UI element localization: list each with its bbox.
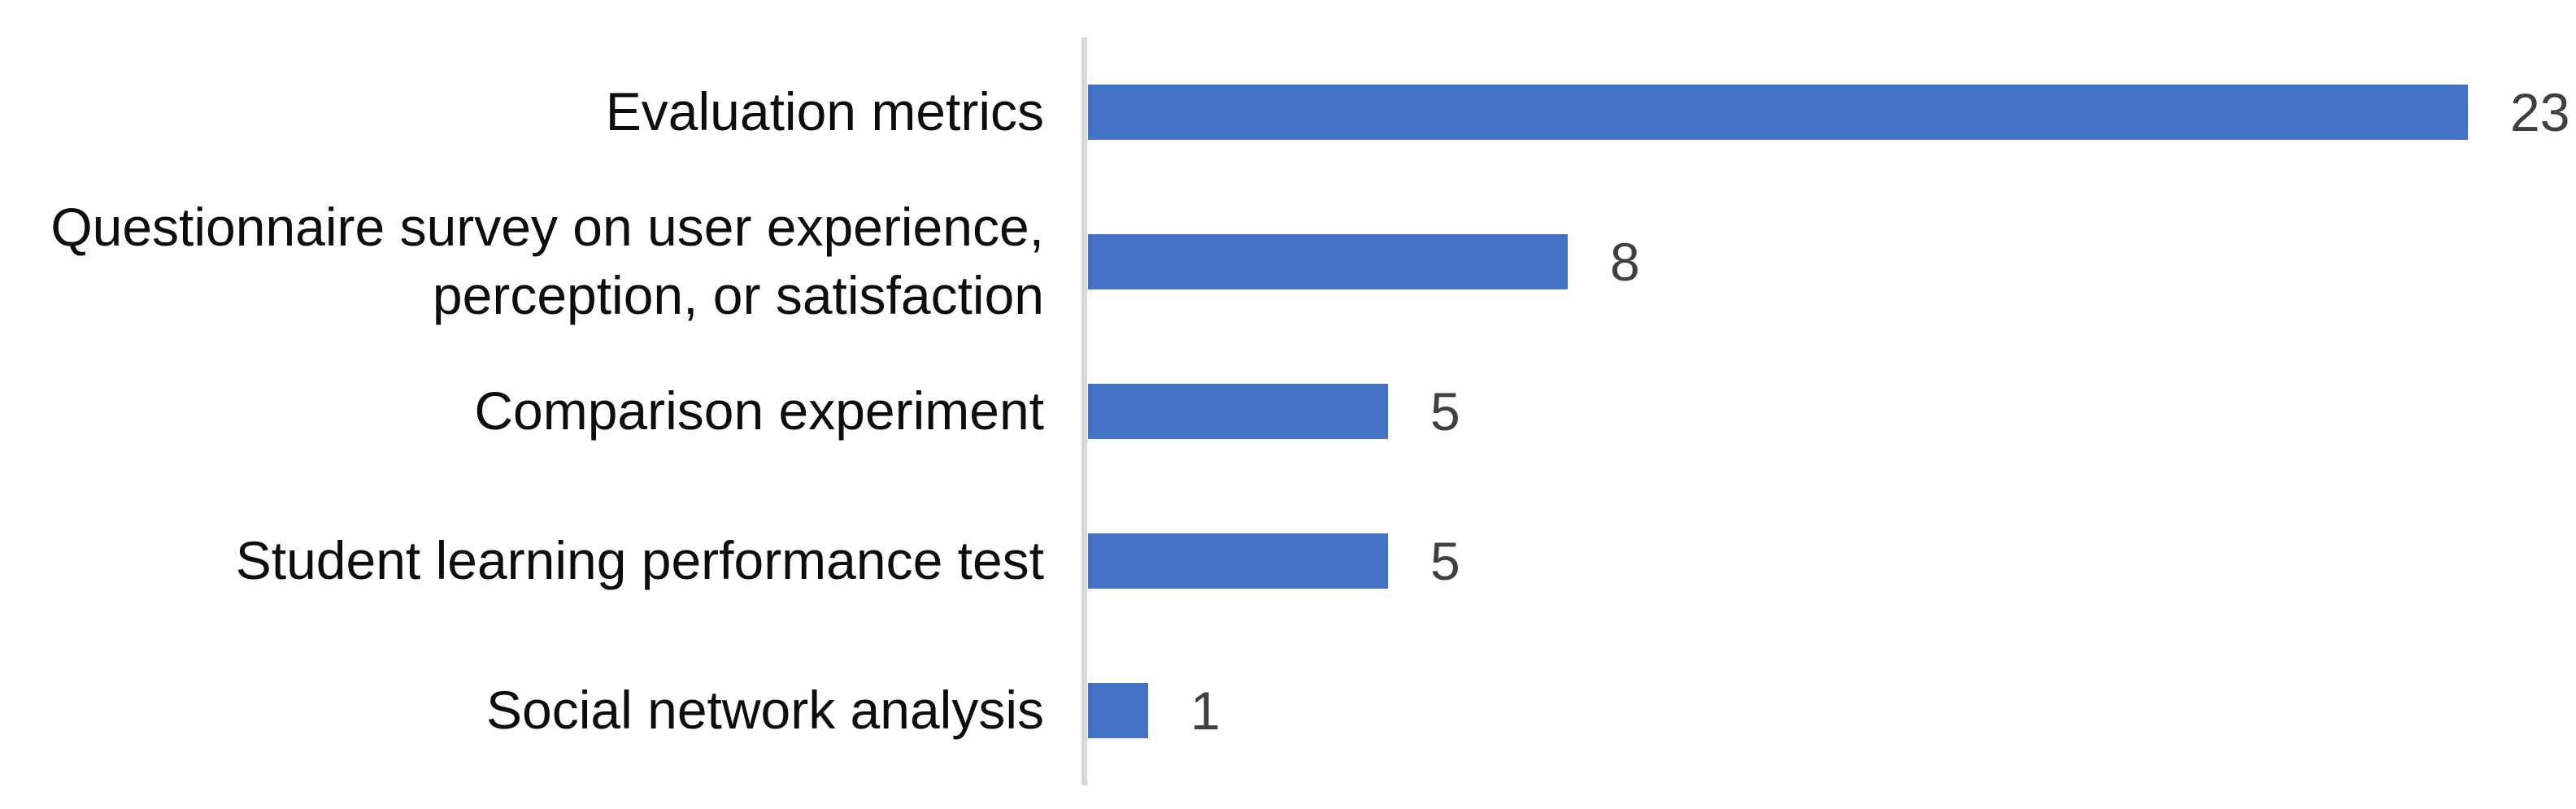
category-axis-line [1081, 37, 1087, 785]
chart-rows: Evaluation metrics 23 Questionnaire surv… [0, 37, 2576, 785]
bar [1088, 384, 1388, 439]
bar-cell: 5 [1088, 381, 1460, 442]
bar-cell: 23 [1088, 81, 2569, 143]
bar [1088, 234, 1568, 289]
bar-cell: 8 [1088, 231, 1640, 293]
bar-row-student-learning-performance: Student learning performance test 5 [0, 486, 2576, 636]
value-label: 8 [1610, 232, 1640, 292]
bar [1088, 683, 1148, 738]
value-label: 5 [1430, 381, 1460, 441]
bar-cell: 5 [1088, 530, 1460, 592]
bar-row-evaluation-metrics: Evaluation metrics 23 [0, 37, 2576, 187]
bar-row-questionnaire-survey: Questionnaire survey on user experience,… [0, 187, 2576, 337]
value-label: 5 [1430, 531, 1460, 591]
category-label: Comparison experiment [474, 381, 1044, 441]
value-label: 23 [2510, 82, 2570, 142]
category-label: Social network analysis [486, 680, 1044, 741]
value-label: 1 [1190, 681, 1221, 741]
category-label: Student learning performance test [235, 530, 1044, 591]
bar [1088, 533, 1388, 589]
bar-cell: 1 [1088, 680, 1221, 742]
category-label: Questionnaire survey on user experience,… [50, 197, 1044, 325]
bar-row-social-network-analysis: Social network analysis 1 [0, 636, 2576, 785]
bar-row-comparison-experiment: Comparison experiment 5 [0, 337, 2576, 486]
category-label: Evaluation metrics [605, 81, 1044, 142]
bar [1088, 85, 2468, 140]
